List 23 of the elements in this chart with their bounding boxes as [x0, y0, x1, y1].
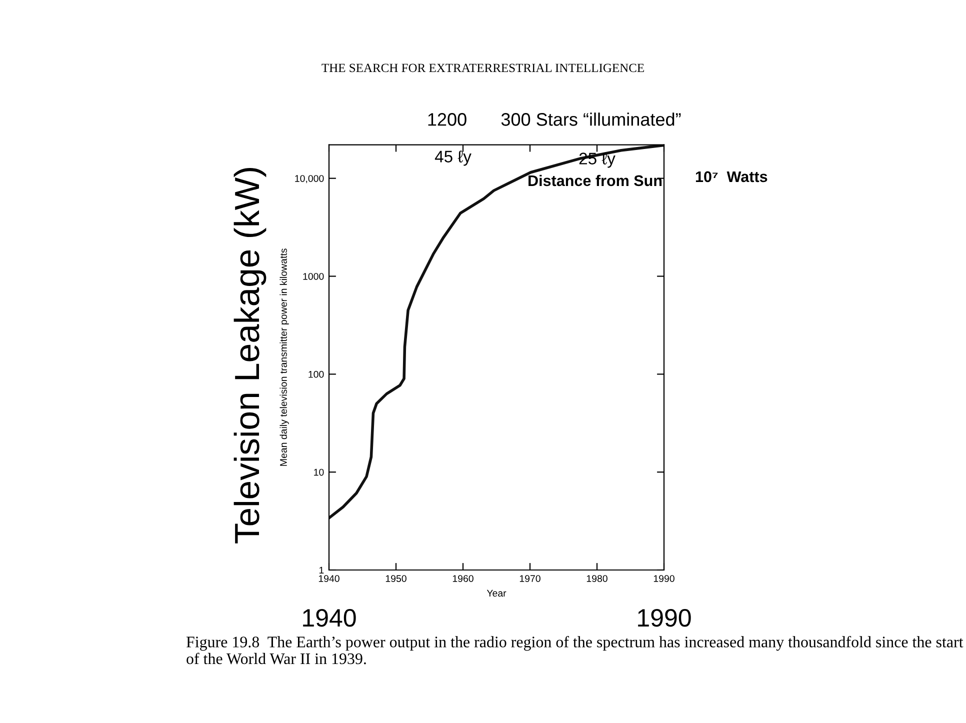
text: 1940: [303, 609, 356, 627]
text: Television Leakage (kW): [234, 168, 266, 544]
text: 1990: [638, 609, 691, 627]
annotation: Distance from Sun: [528, 174, 662, 186]
y-tick-label: 1: [319, 566, 324, 574]
annotation: 45 ℓy: [434, 150, 472, 166]
y-axis-title: Mean daily television transmitter power in kilowatts: [280, 248, 289, 466]
y-tick-label: 10,000: [295, 175, 324, 184]
x-tick-label: 1940: [318, 575, 340, 582]
y-tick-label: 1000: [303, 272, 324, 280]
x-tick-label: 1950: [386, 575, 406, 582]
text: 1200: [428, 113, 466, 126]
y-tick-label: 100: [308, 370, 324, 378]
text: 300 Stars “illuminated”: [501, 112, 681, 126]
text: 10⁷ Watts: [696, 171, 768, 182]
x-axis-title: Year: [486, 590, 506, 597]
x-tick-label: 1970: [520, 575, 540, 582]
x-tick-label: 1960: [452, 575, 474, 582]
chart-title: THE SEARCH FOR EXTRATERRESTRIAL INTELLIGENCE: [322, 64, 644, 72]
x-tick-label: 1990: [654, 575, 674, 582]
x-tick-label: 1980: [586, 575, 608, 582]
y-tick-label: 10: [314, 468, 324, 476]
caption: Figure 19.8 The Earth’s power output in the radio region of the spectrum has increased many thousandfold since the start of the World War II in 1939.: [186, 636, 964, 664]
